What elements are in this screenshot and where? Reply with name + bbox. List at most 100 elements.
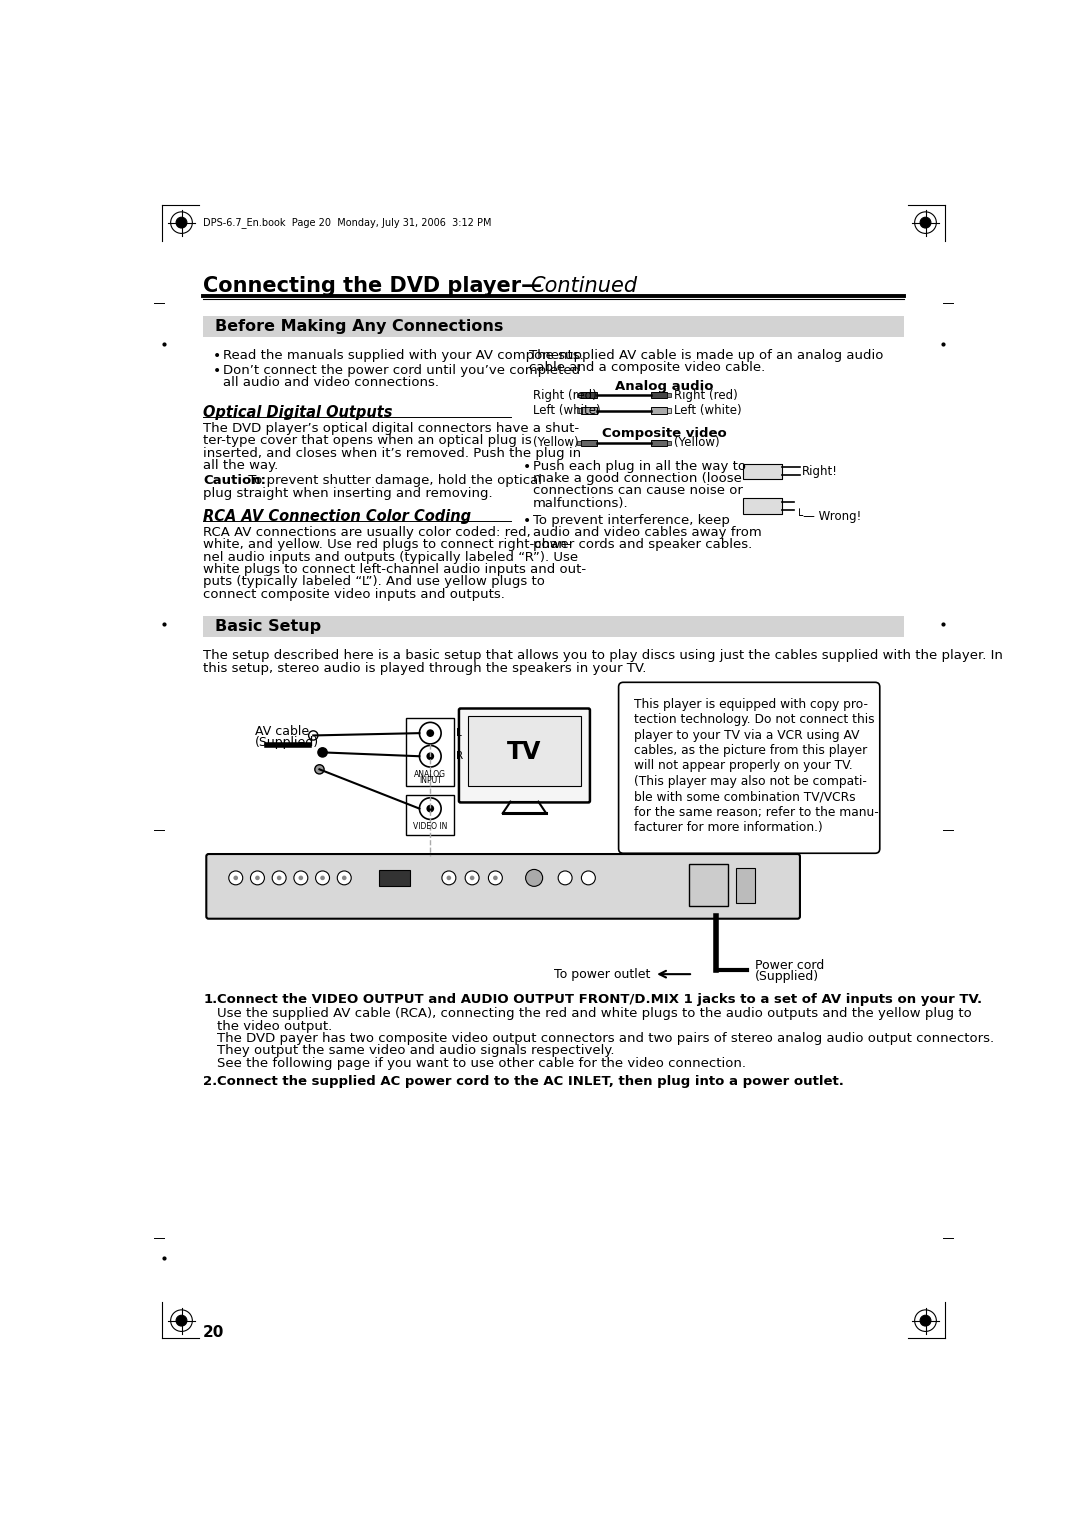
Bar [743, 498, 782, 513]
Text: Use the supplied AV cable (RCA), connecting the red and white plugs to the audio: Use the supplied AV cable (RCA), connect… [217, 1007, 972, 1021]
Text: Analog audio: Analog audio [616, 380, 714, 393]
Text: Left (white): Left (white) [532, 403, 600, 417]
Text: ANALOG: ANALOG [415, 770, 446, 779]
Circle shape [318, 747, 327, 756]
Text: 20: 20 [203, 1325, 225, 1340]
Circle shape [337, 871, 351, 885]
Text: Optical Digital Outputs: Optical Digital Outputs [203, 405, 393, 420]
FancyBboxPatch shape [619, 683, 880, 853]
Text: •: • [523, 460, 530, 474]
Text: Composite video: Composite video [602, 428, 727, 440]
Text: all the way.: all the way. [203, 458, 279, 472]
Text: ble with some combination TV/VCRs: ble with some combination TV/VCRs [634, 790, 855, 804]
Text: VIDEO IN: VIDEO IN [413, 822, 447, 831]
Text: 2.: 2. [203, 1076, 217, 1088]
Bar [581, 393, 597, 399]
Circle shape [315, 871, 329, 885]
Text: nel audio inputs and outputs (typically labeled “R”). Use: nel audio inputs and outputs (typically … [203, 550, 578, 564]
Text: cables, as the picture from this player: cables, as the picture from this player [634, 744, 867, 756]
Text: Right!: Right! [801, 465, 837, 478]
Text: •: • [213, 348, 220, 364]
Bar [203, 616, 904, 637]
Text: cable and a composite video cable.: cable and a composite video cable. [529, 361, 765, 374]
Text: audio and video cables away from: audio and video cables away from [532, 526, 761, 539]
Text: (Yellow): (Yellow) [532, 437, 578, 449]
Bar [406, 795, 455, 834]
Text: (Supplied): (Supplied) [755, 970, 819, 983]
Bar [469, 717, 581, 785]
Text: Basic Setup: Basic Setup [215, 619, 321, 634]
Bar [651, 393, 666, 399]
Circle shape [294, 871, 308, 885]
Bar [651, 440, 666, 446]
Text: (This player may also not be compati-: (This player may also not be compati- [634, 775, 867, 788]
Circle shape [488, 871, 502, 885]
Text: facturer for more information.): facturer for more information.) [634, 821, 823, 834]
Text: Continued: Continued [530, 275, 637, 296]
Text: R: R [456, 752, 463, 761]
Text: See the following page if you want to use other cable for the video connection.: See the following page if you want to us… [217, 1056, 746, 1070]
Text: puts (typically labeled “L”). And use yellow plugs to: puts (typically labeled “L”). And use ye… [203, 575, 545, 588]
Text: The supplied AV cable is made up of an analog audio: The supplied AV cable is made up of an a… [529, 348, 883, 362]
Text: power cords and speaker cables.: power cords and speaker cables. [532, 538, 752, 552]
Text: malfunctions).: malfunctions). [532, 497, 629, 510]
Text: this setup, stereo audio is played through the speakers in your TV.: this setup, stereo audio is played throu… [203, 662, 647, 674]
Circle shape [298, 876, 303, 880]
Text: To prevent interference, keep: To prevent interference, keep [532, 513, 729, 527]
Bar [203, 316, 904, 336]
Text: AV cable: AV cable [255, 726, 309, 738]
Text: Before Making Any Connections: Before Making Any Connections [215, 319, 503, 333]
Circle shape [272, 871, 286, 885]
Text: plug straight when inserting and removing.: plug straight when inserting and removin… [203, 487, 492, 500]
Text: The DVD player’s optical digital connectors have a shut-: The DVD player’s optical digital connect… [203, 422, 579, 435]
Circle shape [920, 217, 931, 228]
Text: 1.: 1. [203, 993, 217, 1007]
Circle shape [321, 876, 325, 880]
Circle shape [920, 1316, 931, 1326]
Text: •: • [213, 364, 220, 377]
Circle shape [251, 871, 265, 885]
Text: TV: TV [508, 740, 542, 764]
Text: Left (white): Left (white) [674, 403, 742, 417]
Text: Right (red): Right (red) [674, 388, 738, 402]
Circle shape [526, 869, 542, 886]
Circle shape [558, 871, 572, 885]
Text: player to your TV via a VCR using AV: player to your TV via a VCR using AV [634, 729, 860, 741]
Text: Read the manuals supplied with your AV components.: Read the manuals supplied with your AV c… [224, 348, 584, 362]
Circle shape [314, 764, 324, 775]
Circle shape [465, 871, 480, 885]
Text: (Supplied): (Supplied) [255, 736, 320, 749]
Text: make a good connection (loose: make a good connection (loose [532, 472, 742, 484]
Text: connect composite video inputs and outputs.: connect composite video inputs and outpu… [203, 588, 505, 601]
Text: INPUT: INPUT [419, 776, 442, 785]
Text: •: • [523, 513, 530, 527]
Text: To prevent shutter damage, hold the optical: To prevent shutter damage, hold the opti… [243, 474, 541, 487]
Bar [581, 408, 597, 414]
FancyBboxPatch shape [206, 854, 800, 918]
Text: Don’t connect the power cord until you’ve completed: Don’t connect the power cord until you’v… [224, 364, 580, 376]
Bar [577, 393, 581, 397]
Circle shape [176, 1316, 187, 1326]
Bar [581, 440, 597, 446]
Text: RCA AV Connection Color Coding: RCA AV Connection Color Coding [203, 509, 471, 524]
Bar [743, 463, 782, 480]
Circle shape [470, 876, 474, 880]
Bar [577, 408, 581, 413]
Text: L: L [456, 729, 461, 738]
FancyBboxPatch shape [459, 709, 590, 802]
Text: all audio and video connections.: all audio and video connections. [224, 376, 440, 388]
Circle shape [427, 805, 434, 813]
Text: The DVD payer has two composite video output connectors and two pairs of stereo : The DVD payer has two composite video ou… [217, 1031, 995, 1045]
Text: This player is equipped with copy pro-: This player is equipped with copy pro- [634, 698, 868, 711]
Circle shape [581, 871, 595, 885]
Text: Power cord: Power cord [755, 958, 824, 972]
Text: for the same reason; refer to the manu-: for the same reason; refer to the manu- [634, 805, 879, 819]
Text: Connect the VIDEO OUTPUT and AUDIO OUTPUT FRONT/D.MIX 1 jacks to a set of AV inp: Connect the VIDEO OUTPUT and AUDIO OUTPU… [217, 993, 983, 1007]
Bar [406, 718, 455, 785]
Bar [577, 440, 581, 445]
Text: ter-type cover that opens when an optical plug is: ter-type cover that opens when an optica… [203, 434, 532, 448]
Circle shape [255, 876, 260, 880]
Text: They output the same video and audio signals respectively.: They output the same video and audio sig… [217, 1044, 615, 1057]
Circle shape [233, 876, 238, 880]
Text: └— Wrong!: └— Wrong! [796, 507, 862, 523]
